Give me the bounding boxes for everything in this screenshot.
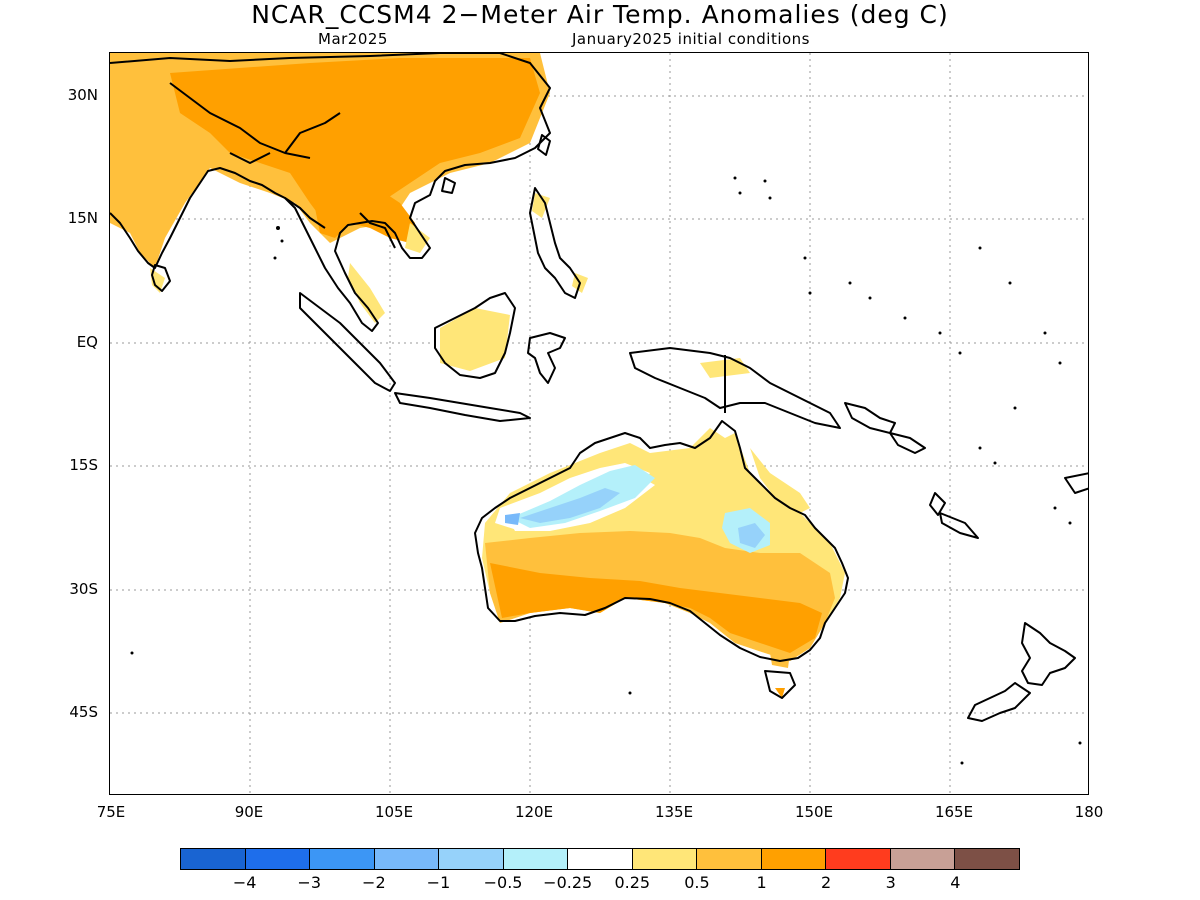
- legend-label: −0.25: [543, 873, 593, 892]
- map-panel: [109, 52, 1089, 795]
- lat-label-eq: EQ: [76, 333, 98, 351]
- legend-swatch: [245, 849, 311, 869]
- lon-label-90e: 90E: [234, 803, 264, 821]
- legend-swatch: [374, 849, 440, 869]
- legend-swatch: [890, 849, 956, 869]
- lat-label-15s: 15S: [69, 456, 98, 474]
- legend-label: −3: [297, 873, 322, 892]
- legend-swatch: [697, 849, 762, 869]
- lon-label-150e: 150E: [794, 803, 834, 821]
- legend-swatch: [181, 849, 246, 869]
- legend-swatch: [310, 849, 375, 869]
- lon-label-180: 180: [1074, 803, 1104, 821]
- legend-swatch: [568, 849, 633, 869]
- legend-label: 2: [821, 873, 832, 892]
- lon-label-165e: 165E: [934, 803, 974, 821]
- legend-label: 0.25: [614, 873, 651, 892]
- lat-label-30s: 30S: [69, 580, 98, 598]
- legend-swatch: [826, 849, 891, 869]
- australia-anomaly: [482, 428, 845, 698]
- map-title: NCAR_CCSM4 2−Meter Air Temp. Anomalies (…: [251, 0, 949, 29]
- legend-swatch: [503, 849, 569, 869]
- legend-label: −0.5: [483, 873, 523, 892]
- legend-label: 1: [756, 873, 767, 892]
- legend-swatch: [761, 849, 827, 869]
- initial-conditions: January2025 initial conditions: [572, 30, 810, 48]
- legend-swatch: [632, 849, 698, 869]
- legend-label: 3: [885, 873, 896, 892]
- color-legend: [180, 848, 1020, 870]
- legend-swatch: [439, 849, 504, 869]
- lon-label-135e: 135E: [654, 803, 694, 821]
- asia-anomaly: [110, 53, 750, 378]
- small-islands: [130, 176, 1082, 765]
- legend-label: −4: [232, 873, 257, 892]
- legend-label: 4: [950, 873, 961, 892]
- lat-label-15n: 15N: [67, 209, 98, 227]
- lon-label-120e: 120E: [514, 803, 554, 821]
- coastlines: [110, 53, 1088, 722]
- legend-label: −2: [362, 873, 386, 892]
- lat-label-45s: 45S: [69, 703, 98, 721]
- legend-label: 0.5: [684, 873, 710, 892]
- legend-swatch: [955, 849, 1019, 869]
- anomaly-map: [110, 53, 1088, 794]
- lon-label-75e: 75E: [96, 803, 126, 821]
- legend-label: −1: [426, 873, 451, 892]
- lon-label-105e: 105E: [374, 803, 414, 821]
- graticule: [110, 53, 1088, 794]
- lat-label-30n: 30N: [67, 86, 98, 104]
- forecast-month: Mar2025: [318, 30, 388, 48]
